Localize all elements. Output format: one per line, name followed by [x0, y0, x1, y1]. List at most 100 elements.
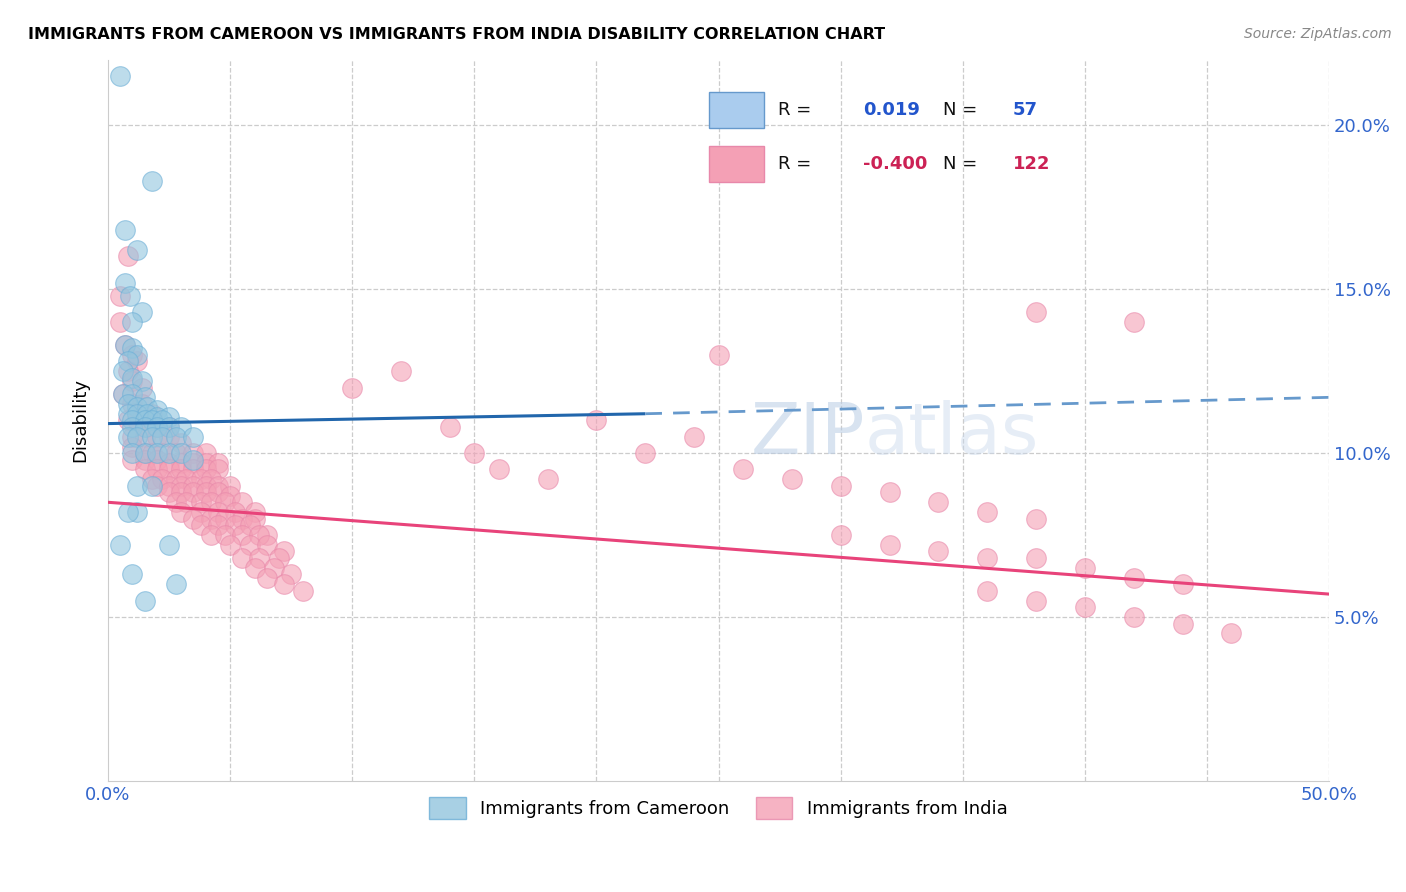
- Point: [976, 551, 998, 566]
- Point: [183, 462, 205, 476]
- Text: IMMIGRANTS FROM CAMEROON VS IMMIGRANTS FROM INDIA DISABILITY CORRELATION CHART: IMMIGRANTS FROM CAMEROON VS IMMIGRANTS F…: [28, 27, 886, 42]
- Point: [141, 479, 163, 493]
- Point: [121, 440, 143, 454]
- Point: [183, 479, 205, 493]
- Point: [146, 410, 169, 425]
- Point: [194, 456, 217, 470]
- Point: [146, 446, 169, 460]
- Point: [292, 583, 315, 598]
- Point: [127, 400, 149, 414]
- Point: [243, 561, 266, 575]
- Point: [146, 420, 169, 434]
- Point: [121, 387, 143, 401]
- Point: [1074, 600, 1097, 615]
- Point: [117, 354, 139, 368]
- Point: [136, 400, 159, 414]
- Point: [134, 446, 156, 460]
- Point: [121, 370, 143, 384]
- Point: [141, 174, 163, 188]
- Point: [108, 538, 131, 552]
- Point: [174, 495, 197, 509]
- Point: [879, 538, 901, 552]
- Point: [141, 446, 163, 460]
- Point: [157, 485, 180, 500]
- Point: [256, 538, 278, 552]
- Point: [927, 495, 949, 509]
- Point: [157, 538, 180, 552]
- Point: [165, 472, 187, 486]
- Point: [190, 495, 212, 509]
- Point: [207, 505, 229, 519]
- Point: [463, 446, 485, 460]
- Point: [170, 456, 193, 470]
- Point: [1025, 305, 1047, 319]
- Point: [121, 452, 143, 467]
- Text: Source: ZipAtlas.com: Source: ZipAtlas.com: [1244, 27, 1392, 41]
- Point: [127, 354, 149, 368]
- Point: [134, 413, 156, 427]
- Point: [231, 528, 253, 542]
- Point: [157, 430, 180, 444]
- Point: [219, 489, 242, 503]
- Point: [127, 243, 149, 257]
- Point: [1025, 551, 1047, 566]
- Point: [117, 505, 139, 519]
- Point: [108, 315, 131, 329]
- Point: [157, 446, 180, 460]
- Point: [131, 380, 153, 394]
- Point: [174, 472, 197, 486]
- Point: [249, 528, 271, 542]
- Point: [134, 462, 156, 476]
- Point: [114, 223, 136, 237]
- Point: [927, 544, 949, 558]
- Point: [121, 430, 143, 444]
- Point: [214, 528, 236, 542]
- Point: [219, 538, 242, 552]
- Point: [190, 472, 212, 486]
- Text: ZIP: ZIP: [751, 401, 865, 469]
- Point: [165, 446, 187, 460]
- Point: [707, 348, 730, 362]
- Point: [170, 505, 193, 519]
- Point: [1025, 593, 1047, 607]
- Point: [219, 479, 242, 493]
- Point: [121, 315, 143, 329]
- Point: [780, 472, 803, 486]
- Point: [121, 446, 143, 460]
- Point: [165, 430, 187, 444]
- Point: [731, 462, 754, 476]
- Point: [200, 511, 222, 525]
- Point: [183, 456, 205, 470]
- Point: [114, 338, 136, 352]
- Point: [114, 338, 136, 352]
- Point: [131, 397, 153, 411]
- Point: [1122, 315, 1144, 329]
- Point: [121, 341, 143, 355]
- Point: [207, 456, 229, 470]
- Point: [273, 544, 295, 558]
- Point: [134, 446, 156, 460]
- Point: [207, 462, 229, 476]
- Point: [243, 505, 266, 519]
- Point: [117, 430, 139, 444]
- Point: [207, 479, 229, 493]
- Point: [131, 305, 153, 319]
- Point: [194, 462, 217, 476]
- Point: [117, 413, 139, 427]
- Point: [170, 485, 193, 500]
- Point: [170, 446, 193, 460]
- Point: [150, 446, 173, 460]
- Point: [342, 380, 364, 394]
- Point: [207, 485, 229, 500]
- Point: [194, 479, 217, 493]
- Point: [157, 479, 180, 493]
- Point: [134, 452, 156, 467]
- Point: [224, 518, 246, 533]
- Point: [134, 593, 156, 607]
- Point: [157, 462, 180, 476]
- Point: [263, 561, 285, 575]
- Point: [121, 397, 143, 411]
- Point: [127, 413, 149, 427]
- Point: [134, 430, 156, 444]
- Point: [1171, 616, 1194, 631]
